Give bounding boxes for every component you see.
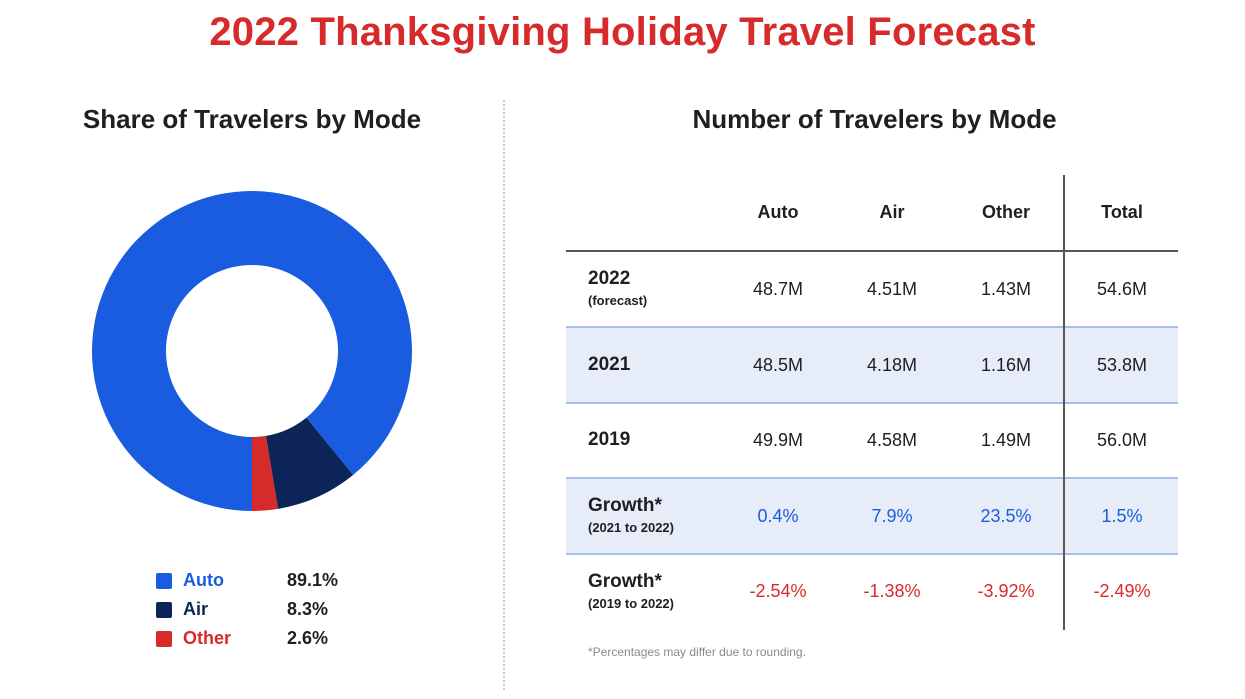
legend-value-other: 2.6% bbox=[287, 628, 329, 648]
column-header-air: Air bbox=[879, 202, 905, 222]
cell-2021-other: 1.16M bbox=[980, 355, 1032, 375]
row-label-text: Growth* bbox=[588, 571, 662, 592]
cell-growth19-total: -2.49% bbox=[1093, 581, 1151, 601]
row-label-2019: 2019 bbox=[588, 429, 630, 451]
donut-slice-air bbox=[265, 417, 354, 509]
row-label-growth-2021: Growth* (2021 to 2022) bbox=[588, 495, 674, 535]
cell-2021-total: 53.8M bbox=[1096, 355, 1148, 375]
cell-2019-air: 4.58M bbox=[866, 430, 918, 450]
row-label-text: 2019 bbox=[588, 429, 631, 450]
donut-chart bbox=[92, 191, 412, 511]
cell-2019-other: 1.49M bbox=[980, 430, 1032, 450]
legend-item-other: Other 2.6% bbox=[156, 624, 338, 653]
table-row-rule bbox=[566, 477, 1178, 479]
cell-2021-air: 4.18M bbox=[866, 355, 918, 375]
table-header-rule bbox=[566, 250, 1178, 252]
cell-2022-other: 1.43M bbox=[980, 279, 1032, 299]
row-label-text: Growth* bbox=[588, 495, 662, 516]
table-title: Number of Travelers by Mode bbox=[692, 104, 1057, 134]
column-header-other: Other bbox=[981, 202, 1030, 222]
table-row-rule bbox=[566, 553, 1178, 555]
total-column-divider bbox=[1063, 175, 1065, 630]
cell-2022-air: 4.51M bbox=[866, 279, 918, 299]
table-row-rule bbox=[566, 402, 1178, 404]
cell-2019-auto: 49.9M bbox=[752, 430, 804, 450]
cell-growth19-other: -3.92% bbox=[977, 581, 1035, 601]
legend-item-air: Air 8.3% bbox=[156, 595, 338, 624]
donut-slice-other bbox=[252, 435, 279, 511]
row-label-growth-2019: Growth* (2019 to 2022) bbox=[588, 571, 674, 611]
cell-growth21-other: 23.5% bbox=[980, 506, 1032, 526]
cell-2022-total: 54.6M bbox=[1096, 279, 1148, 299]
row-label-2021: 2021 bbox=[588, 354, 630, 376]
row-label-2022: 2022 (forecast) bbox=[588, 268, 647, 308]
table-row-rule bbox=[566, 326, 1178, 328]
page-title: 2022 Thanksgiving Holiday Travel Forecas… bbox=[209, 10, 1036, 54]
donut-slice-auto bbox=[92, 191, 412, 511]
cell-2021-auto: 48.5M bbox=[752, 355, 804, 375]
legend-label-auto: Auto bbox=[183, 570, 224, 590]
legend-swatch-other bbox=[156, 630, 172, 647]
column-header-auto: Auto bbox=[757, 202, 799, 222]
table-row-shade-growth-2021 bbox=[566, 478, 1178, 554]
row-sublabel: (forecast) bbox=[588, 293, 648, 308]
legend-value-air: 8.3% bbox=[287, 599, 329, 619]
cell-growth21-total: 1.5% bbox=[1101, 506, 1143, 526]
section-divider bbox=[503, 100, 505, 690]
legend-value-auto: 89.1% bbox=[287, 570, 339, 590]
legend-label-air: Air bbox=[183, 599, 209, 619]
cell-growth19-auto: -2.54% bbox=[749, 581, 807, 601]
footnote: *Percentages may differ due to rounding. bbox=[588, 645, 806, 659]
legend-swatch-air bbox=[156, 601, 172, 618]
row-label-text: 2021 bbox=[588, 354, 631, 375]
travelers-table: Auto Air Other Total 2022 (forecast) 48.… bbox=[566, 175, 1178, 630]
chart-legend: Auto 89.1% Air 8.3% Other 2.6% bbox=[156, 566, 338, 653]
legend-label-other: Other bbox=[183, 628, 232, 648]
column-header-total: Total bbox=[1101, 202, 1143, 222]
row-label-text: 2022 bbox=[588, 268, 631, 289]
cell-2019-total: 56.0M bbox=[1096, 430, 1148, 450]
legend-item-auto: Auto 89.1% bbox=[156, 566, 338, 595]
cell-growth21-air: 7.9% bbox=[871, 506, 913, 526]
row-sublabel: (2019 to 2022) bbox=[588, 596, 674, 611]
cell-2022-auto: 48.7M bbox=[752, 279, 804, 299]
row-sublabel: (2021 to 2022) bbox=[588, 520, 674, 535]
legend-swatch-auto bbox=[156, 572, 172, 589]
cell-growth19-air: -1.38% bbox=[863, 581, 921, 601]
donut-chart-title: Share of Travelers by Mode bbox=[82, 104, 422, 134]
cell-growth21-auto: 0.4% bbox=[757, 506, 799, 526]
table-row-shade-2021 bbox=[566, 327, 1178, 402]
